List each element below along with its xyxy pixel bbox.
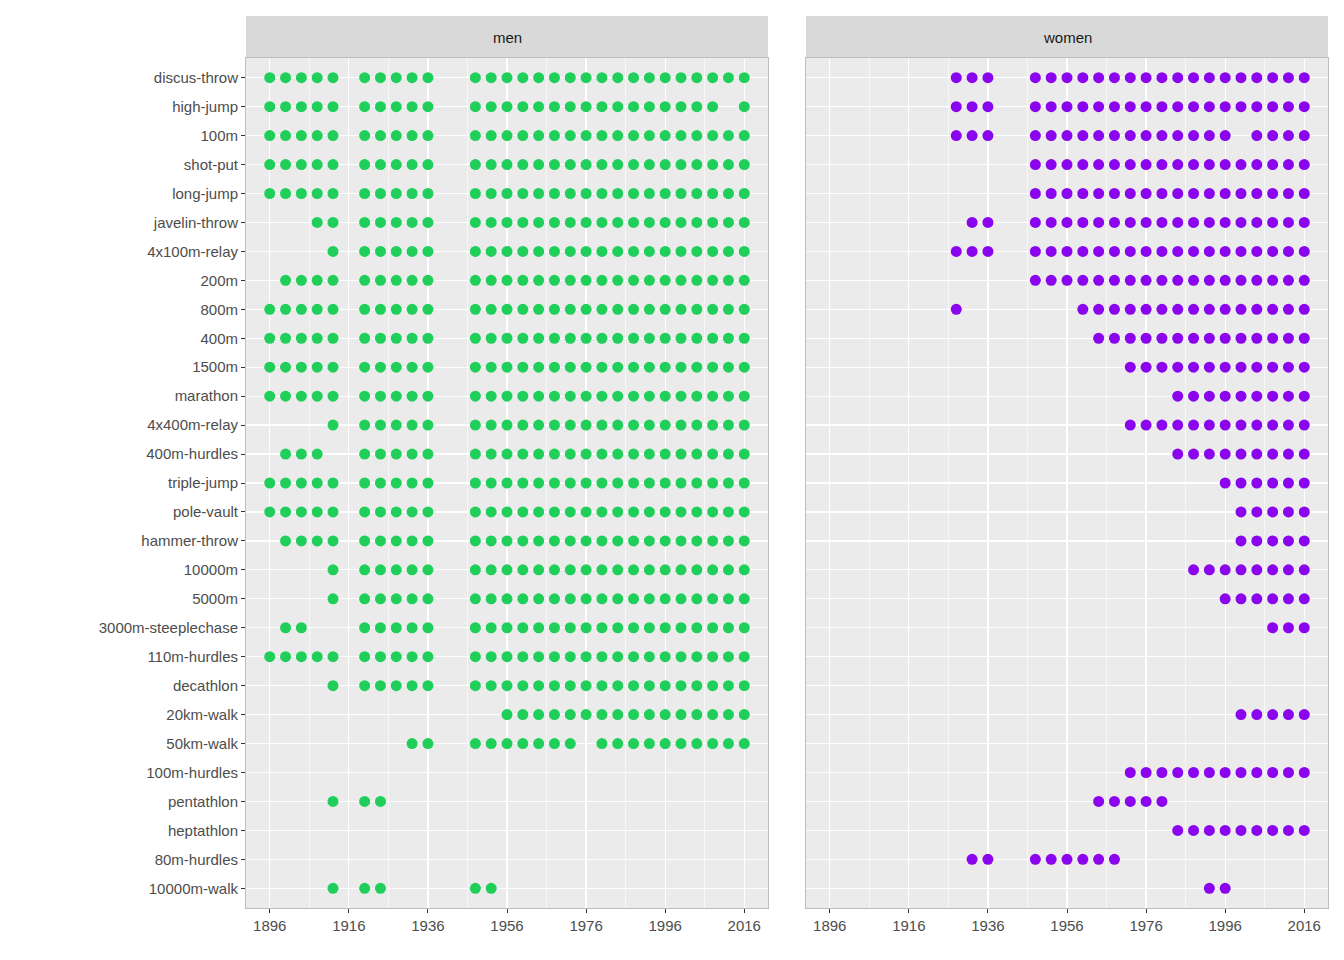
svg-text:400m: 400m xyxy=(200,330,238,347)
svg-text:1936: 1936 xyxy=(971,917,1004,934)
svg-text:5000m: 5000m xyxy=(192,590,238,607)
svg-text:10000m: 10000m xyxy=(184,561,238,578)
svg-text:women: women xyxy=(1043,29,1092,46)
svg-text:1936: 1936 xyxy=(411,917,444,934)
svg-text:80m-hurdles: 80m-hurdles xyxy=(155,851,238,868)
svg-text:1916: 1916 xyxy=(892,917,925,934)
svg-text:marathon: marathon xyxy=(175,387,238,404)
svg-text:10000m-walk: 10000m-walk xyxy=(149,880,239,897)
svg-text:discus-throw: discus-throw xyxy=(154,69,238,86)
svg-text:heptathlon: heptathlon xyxy=(168,822,238,839)
svg-text:200m: 200m xyxy=(200,272,238,289)
svg-text:long-jump: long-jump xyxy=(172,185,238,202)
svg-text:100m-hurdles: 100m-hurdles xyxy=(146,764,238,781)
svg-text:4x100m-relay: 4x100m-relay xyxy=(147,243,238,260)
svg-text:1916: 1916 xyxy=(332,917,365,934)
svg-text:1956: 1956 xyxy=(1050,917,1083,934)
svg-text:400m-hurdles: 400m-hurdles xyxy=(146,445,238,462)
svg-text:20km-walk: 20km-walk xyxy=(166,706,238,723)
svg-text:triple-jump: triple-jump xyxy=(168,474,238,491)
svg-text:3000m-steeplechase: 3000m-steeplechase xyxy=(99,619,238,636)
svg-text:1896: 1896 xyxy=(813,917,846,934)
svg-text:1976: 1976 xyxy=(569,917,602,934)
svg-text:hammer-throw: hammer-throw xyxy=(141,532,238,549)
svg-text:high-jump: high-jump xyxy=(172,98,238,115)
svg-text:1976: 1976 xyxy=(1129,917,1162,934)
svg-text:50km-walk: 50km-walk xyxy=(166,735,238,752)
svg-text:2016: 2016 xyxy=(728,917,761,934)
svg-text:800m: 800m xyxy=(200,301,238,318)
svg-text:110m-hurdles: 110m-hurdles xyxy=(147,648,238,665)
svg-text:100m: 100m xyxy=(200,127,238,144)
svg-text:1500m: 1500m xyxy=(192,358,238,375)
svg-text:pole-vault: pole-vault xyxy=(173,503,239,520)
svg-text:1996: 1996 xyxy=(648,917,681,934)
svg-text:2016: 2016 xyxy=(1288,917,1321,934)
svg-text:1956: 1956 xyxy=(490,917,523,934)
svg-text:pentathlon: pentathlon xyxy=(168,793,238,810)
svg-text:1896: 1896 xyxy=(253,917,286,934)
svg-text:javelin-throw: javelin-throw xyxy=(153,214,238,231)
svg-text:1996: 1996 xyxy=(1208,917,1241,934)
svg-text:men: men xyxy=(493,29,522,46)
svg-text:4x400m-relay: 4x400m-relay xyxy=(147,416,238,433)
svg-text:decathlon: decathlon xyxy=(173,677,238,694)
svg-text:shot-put: shot-put xyxy=(184,156,239,173)
